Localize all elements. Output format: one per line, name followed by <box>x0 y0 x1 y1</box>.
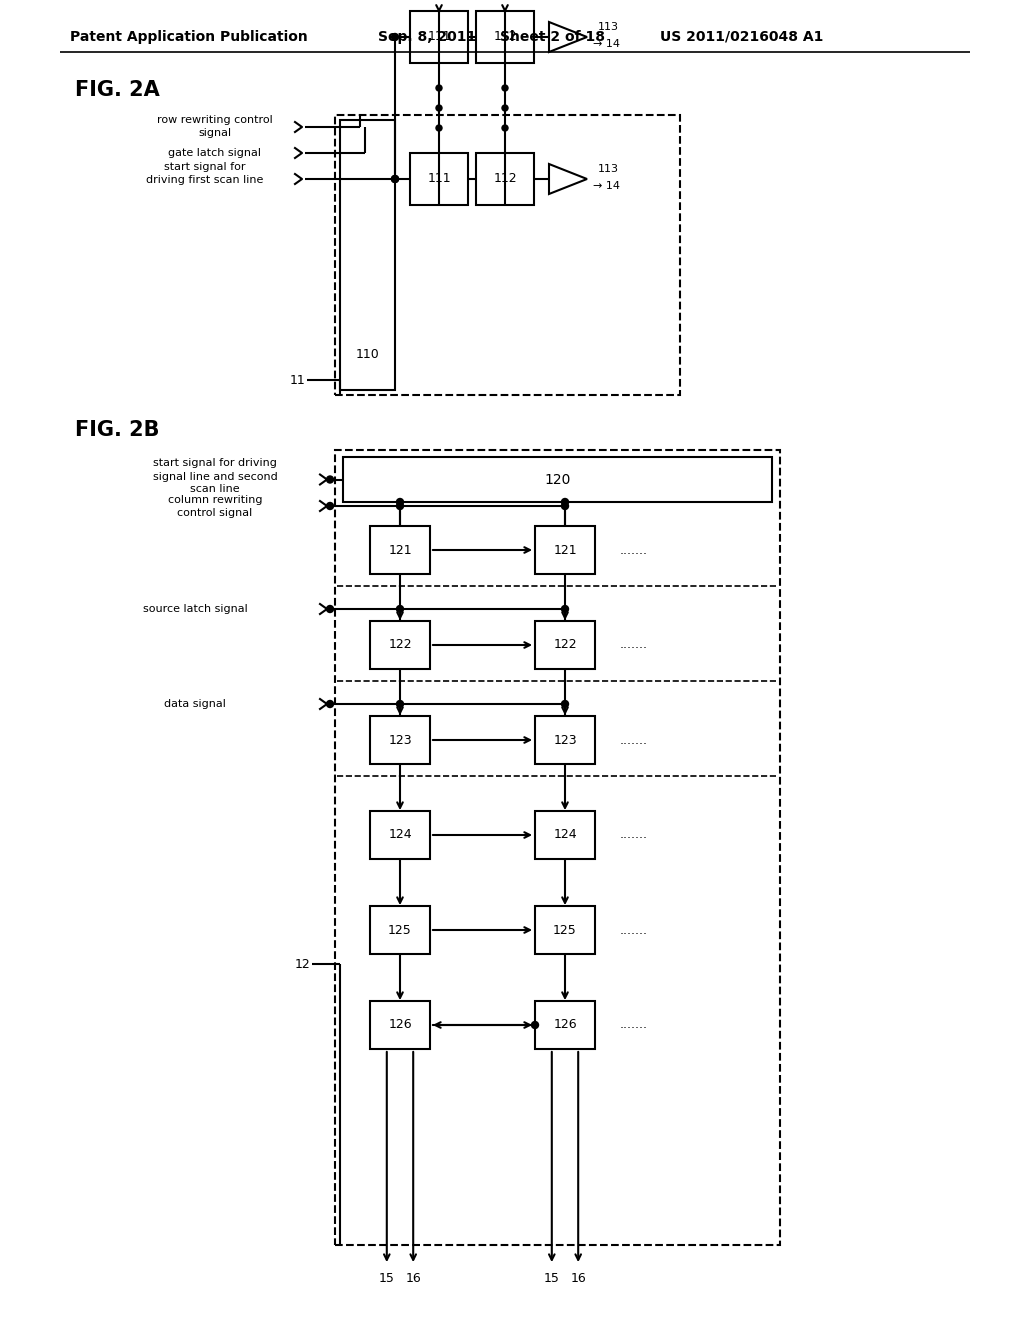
Text: control signal: control signal <box>177 508 253 517</box>
Bar <box>370 525 430 574</box>
Bar <box>476 11 534 63</box>
Text: 110: 110 <box>355 348 379 362</box>
Circle shape <box>391 176 398 182</box>
Bar <box>535 525 595 574</box>
Text: .......: ....... <box>620 1019 648 1031</box>
Bar <box>370 1001 430 1049</box>
Circle shape <box>396 499 403 506</box>
Text: column rewriting: column rewriting <box>168 495 262 506</box>
Text: 126: 126 <box>553 1019 577 1031</box>
Text: 124: 124 <box>388 829 412 842</box>
Text: driving first scan line: driving first scan line <box>146 176 264 185</box>
Text: 113: 113 <box>598 164 618 174</box>
Text: 122: 122 <box>553 639 577 652</box>
Text: signal: signal <box>199 128 231 139</box>
Text: source latch signal: source latch signal <box>142 605 248 614</box>
Circle shape <box>391 176 398 182</box>
Text: Sep. 8, 2011: Sep. 8, 2011 <box>378 30 476 44</box>
Text: FIG. 2A: FIG. 2A <box>75 81 160 100</box>
Text: 113: 113 <box>598 22 618 32</box>
Bar <box>335 450 780 1245</box>
Text: 125: 125 <box>388 924 412 936</box>
Text: 126: 126 <box>388 1019 412 1031</box>
Text: → 14: → 14 <box>593 181 620 191</box>
Text: data signal: data signal <box>164 700 226 709</box>
Text: 121: 121 <box>553 544 577 557</box>
Text: 112: 112 <box>494 173 517 186</box>
Bar <box>370 620 430 669</box>
Text: start signal for: start signal for <box>164 162 246 172</box>
Circle shape <box>561 701 568 708</box>
Circle shape <box>436 125 442 131</box>
Circle shape <box>327 477 334 483</box>
Circle shape <box>396 701 403 708</box>
Text: 125: 125 <box>553 924 577 936</box>
Text: start signal for driving: start signal for driving <box>153 458 276 469</box>
Bar <box>476 153 534 205</box>
Circle shape <box>327 503 334 510</box>
Circle shape <box>327 701 334 708</box>
Bar <box>535 715 595 764</box>
Circle shape <box>502 125 508 131</box>
Text: 122: 122 <box>388 639 412 652</box>
Text: FIG. 2B: FIG. 2B <box>75 420 160 440</box>
Text: gate latch signal: gate latch signal <box>169 148 261 158</box>
Text: 112: 112 <box>494 30 517 44</box>
Circle shape <box>561 503 568 510</box>
Text: 12: 12 <box>294 957 310 970</box>
Text: .......: ....... <box>620 544 648 557</box>
Text: 11: 11 <box>289 374 305 387</box>
Text: 15: 15 <box>544 1272 560 1286</box>
Circle shape <box>561 606 568 612</box>
Circle shape <box>436 84 442 91</box>
Circle shape <box>502 84 508 91</box>
Circle shape <box>531 1022 539 1028</box>
Circle shape <box>436 106 442 111</box>
Circle shape <box>396 503 403 510</box>
Bar <box>340 120 395 389</box>
Text: 120: 120 <box>545 473 570 487</box>
Text: US 2011/0216048 A1: US 2011/0216048 A1 <box>660 30 823 44</box>
Bar <box>535 620 595 669</box>
Bar <box>370 810 430 859</box>
Circle shape <box>561 499 568 506</box>
Circle shape <box>396 606 403 612</box>
Text: .......: ....... <box>620 829 648 842</box>
Text: 16: 16 <box>406 1272 421 1286</box>
Text: Patent Application Publication: Patent Application Publication <box>70 30 308 44</box>
Text: 123: 123 <box>553 734 577 747</box>
Text: .......: ....... <box>620 924 648 936</box>
Text: row rewriting control: row rewriting control <box>157 115 272 125</box>
Text: signal line and second: signal line and second <box>153 471 278 482</box>
Circle shape <box>391 33 398 41</box>
Text: 111: 111 <box>427 173 451 186</box>
Text: 123: 123 <box>388 734 412 747</box>
Text: 121: 121 <box>388 544 412 557</box>
Text: Sheet 2 of 18: Sheet 2 of 18 <box>500 30 605 44</box>
Bar <box>535 810 595 859</box>
Bar <box>410 153 468 205</box>
Circle shape <box>502 106 508 111</box>
Text: .......: ....... <box>620 734 648 747</box>
Bar <box>535 1001 595 1049</box>
Bar <box>335 115 680 395</box>
Text: 124: 124 <box>553 829 577 842</box>
Bar <box>535 906 595 954</box>
Bar <box>410 11 468 63</box>
Bar <box>370 715 430 764</box>
Text: 111: 111 <box>427 30 451 44</box>
Bar <box>370 906 430 954</box>
Bar <box>343 457 772 502</box>
Text: → 14: → 14 <box>593 40 620 49</box>
Circle shape <box>327 606 334 612</box>
Text: 16: 16 <box>570 1272 586 1286</box>
Text: .......: ....... <box>620 639 648 652</box>
Text: 15: 15 <box>379 1272 394 1286</box>
Text: scan line: scan line <box>190 484 240 495</box>
